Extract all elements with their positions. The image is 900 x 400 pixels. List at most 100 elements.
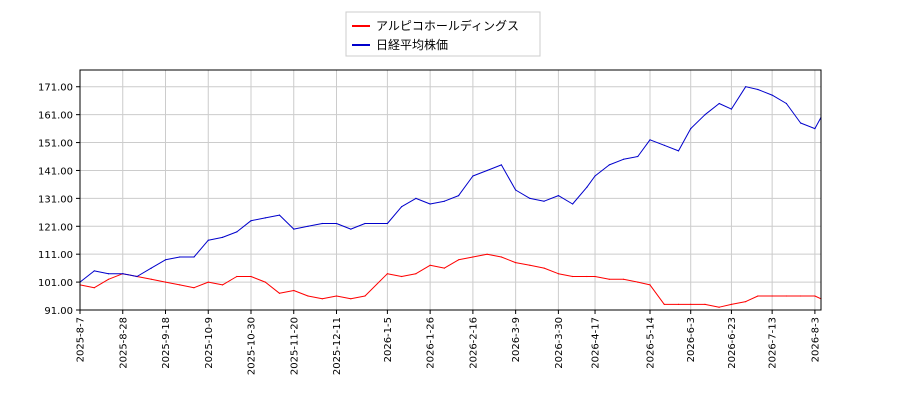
data-point <box>543 200 545 202</box>
x-tick-label: 2025-11-20 <box>289 317 300 375</box>
data-point <box>486 169 488 172</box>
data-point <box>785 102 788 105</box>
data-point <box>515 262 517 264</box>
data-point <box>321 222 323 225</box>
data-point <box>193 256 195 258</box>
data-point <box>307 225 309 227</box>
y-tick-label: 141.00 <box>38 166 73 177</box>
x-tick-label: 2026-6-3 <box>686 317 697 362</box>
series-line-nikkei <box>79 86 822 283</box>
data-point <box>443 267 445 269</box>
x-tick-label: 2025-9-18 <box>161 317 172 369</box>
data-point <box>415 273 417 275</box>
data-point <box>730 108 733 110</box>
series-layer <box>79 86 822 308</box>
data-point <box>458 259 460 261</box>
data-point <box>250 275 252 278</box>
data-point <box>500 164 502 166</box>
legend-box <box>345 11 541 57</box>
data-point <box>704 114 706 116</box>
data-point <box>594 175 596 177</box>
data-point <box>179 284 181 286</box>
data-point <box>429 203 431 205</box>
data-point <box>335 295 338 297</box>
data-point <box>800 122 802 124</box>
data-point <box>586 275 588 278</box>
data-point <box>401 275 403 278</box>
series-line-alpico <box>79 253 822 308</box>
x-tick-label: 2026-2-16 <box>468 317 479 369</box>
data-point <box>608 164 610 166</box>
data-point <box>429 264 431 266</box>
data-point <box>814 128 816 130</box>
data-point <box>164 281 167 283</box>
data-point <box>179 256 181 258</box>
data-point <box>637 155 639 158</box>
data-point <box>637 281 639 283</box>
data-point <box>321 298 323 300</box>
data-point <box>236 275 238 278</box>
x-tick-label: 2025-8-28 <box>118 317 129 369</box>
x-tick-label: 2026-3-9 <box>511 317 522 362</box>
data-point <box>745 86 747 88</box>
data-point <box>557 195 560 197</box>
data-point <box>586 186 588 188</box>
data-point <box>529 197 531 199</box>
data-point <box>236 231 238 233</box>
data-point <box>401 206 403 208</box>
data-point <box>293 228 295 230</box>
x-tick-label: 2026-5-14 <box>646 317 657 369</box>
data-point <box>486 253 488 255</box>
data-point <box>745 301 747 303</box>
y-tick-label: 111.00 <box>38 250 73 261</box>
x-tick-label: 2025-12-11 <box>332 317 343 375</box>
grid-lines <box>79 70 821 311</box>
data-point <box>93 287 95 289</box>
data-point <box>107 273 110 275</box>
data-point <box>718 102 720 105</box>
data-point <box>386 273 388 275</box>
data-point <box>122 273 124 275</box>
data-point <box>278 292 281 294</box>
plot-frame <box>79 69 822 311</box>
data-point <box>543 267 545 269</box>
data-point <box>730 303 733 305</box>
x-tick-label: 2025-8-7 <box>76 317 87 362</box>
data-point <box>278 214 281 216</box>
x-tick-label: 2026-8-3 <box>810 317 821 362</box>
data-point <box>785 295 788 297</box>
data-point <box>221 284 224 286</box>
data-point <box>622 158 625 160</box>
legend-label-alpico: アルピコホールディングス <box>376 18 519 33</box>
y-tick-label: 171.00 <box>38 83 73 94</box>
data-point <box>293 289 295 292</box>
x-axis: 2025-8-7 2025-8-28 2025-9-18 2025-10-9 2025-… <box>76 310 821 375</box>
data-point <box>649 284 651 286</box>
data-point <box>677 303 680 305</box>
data-point <box>164 259 167 261</box>
x-tick-label: 2026-1-5 <box>383 317 394 362</box>
y-tick-label: 91.00 <box>44 306 73 317</box>
data-point <box>307 295 309 297</box>
data-point <box>221 236 224 238</box>
data-point <box>193 287 195 289</box>
data-point <box>608 278 610 280</box>
data-point <box>690 128 692 130</box>
data-point <box>704 303 706 305</box>
data-point <box>649 139 651 141</box>
data-point <box>663 144 665 146</box>
data-point <box>529 264 531 266</box>
data-point <box>386 222 388 225</box>
x-tick-label: 2026-4-17 <box>591 317 602 369</box>
data-point <box>207 239 209 241</box>
data-point <box>264 281 266 283</box>
data-point <box>364 222 366 225</box>
data-point <box>572 275 574 278</box>
x-tick-label: 2026-1-26 <box>426 317 437 369</box>
data-point <box>771 295 773 297</box>
data-point <box>150 278 152 280</box>
data-point <box>335 222 338 225</box>
data-point <box>557 273 560 275</box>
data-point <box>814 295 816 297</box>
